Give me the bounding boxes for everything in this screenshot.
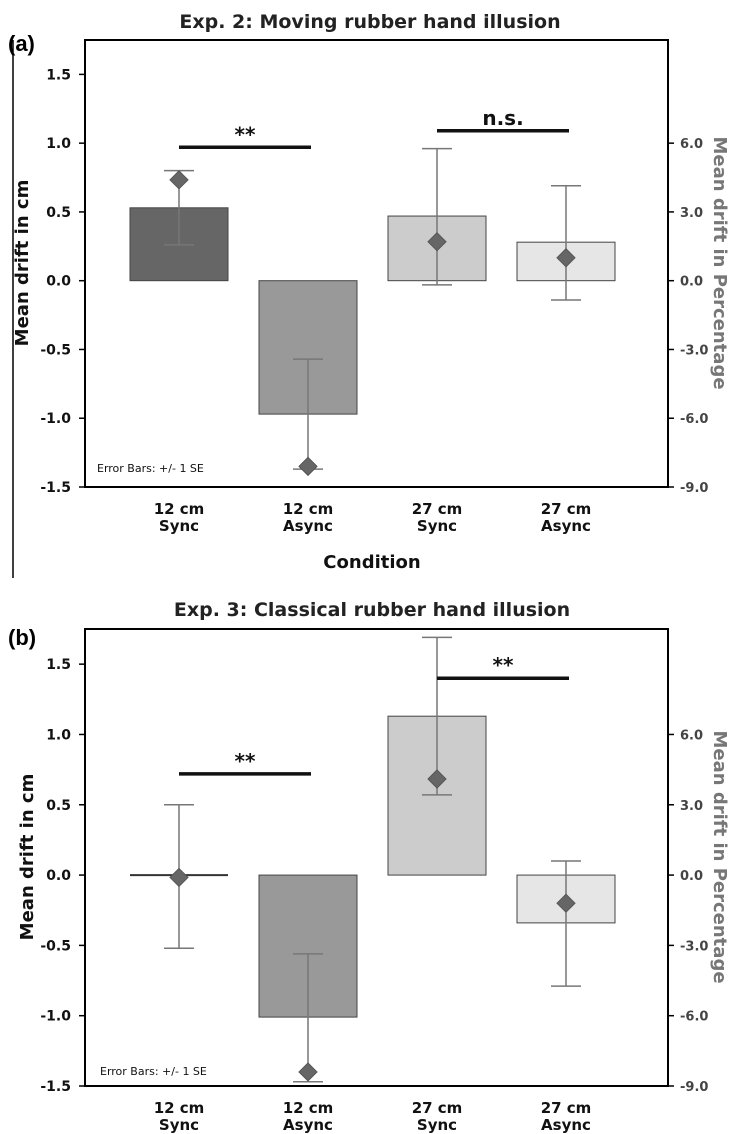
panel-a-error-bar-note: Error Bars: +/- 1 SE (97, 462, 204, 475)
percentage-marker (298, 456, 318, 477)
x-tick-label: 12 cm (283, 500, 334, 518)
y-tick-label: -1.5 (40, 480, 71, 496)
y2-tick-label: -6.0 (680, 1010, 708, 1025)
panel-a-title: Exp. 2: Moving rubber hand illusion (179, 11, 560, 33)
percentage-marker (427, 769, 447, 789)
y2-tick-label: 3.0 (680, 799, 703, 814)
y2-tick-label: -6.0 (680, 412, 708, 427)
x-tick-label: Sync (159, 1116, 199, 1134)
panel-b-marks: -1.5 -1.0 -0.5 0.0 0.5 1.0 1.5 -9.0 -6.0 -3.0 0.0 3… (40, 636, 708, 1134)
panel-b-title: Exp. 3: Classical rubber hand illusion (174, 599, 570, 621)
y-tick-label: -1.0 (40, 1009, 71, 1025)
x-tick-label: Async (283, 517, 333, 535)
significance-label: n.s. (482, 106, 523, 130)
panel-b: (b) Exp. 3: Classical rubber hand illusi… (8, 599, 730, 1134)
y-tick-label: 1.5 (46, 67, 71, 83)
panel-a-label: (a) (8, 31, 35, 56)
significance-label: ** (235, 122, 256, 146)
significance-label: ** (235, 749, 256, 773)
x-tick-label: 12 cm (283, 1099, 334, 1117)
y-tick-label: 0.0 (46, 274, 71, 290)
percentage-marker (169, 867, 189, 888)
x-tick-label: Async (283, 1116, 333, 1134)
y2-tick-label: -3.0 (680, 939, 708, 954)
y-tick-label: 0.5 (46, 205, 71, 221)
y2-tick-label: -3.0 (680, 343, 708, 358)
y2-tick-label: 3.0 (680, 206, 703, 221)
y2-tick-label: -9.0 (680, 1080, 708, 1095)
y2-tick-label: -9.0 (680, 481, 708, 496)
significance-label: ** (493, 653, 514, 677)
percentage-marker (169, 170, 189, 190)
y-tick-label: 1.0 (46, 136, 71, 152)
x-tick-label: 27 cm (541, 1099, 592, 1117)
panel-b-y-axis-label: Mean drift in cm (17, 774, 38, 941)
panel-b-right-axis-label: Mean drift in Percentage (709, 730, 730, 983)
panel-a-right-axis-label: Mean drift in Percentage (709, 136, 730, 389)
x-tick-label: 27 cm (412, 1099, 463, 1117)
x-tick-label: 12 cm (154, 500, 205, 518)
y-tick-label: 0.5 (46, 798, 71, 814)
x-tick-label: Sync (417, 517, 457, 535)
x-tick-label: 27 cm (412, 500, 463, 518)
y-tick-label: -1.5 (40, 1079, 71, 1095)
y-tick-label: 1.0 (46, 727, 71, 743)
percentage-marker (556, 248, 576, 268)
panel-a-x-axis-label: Condition (323, 552, 420, 573)
panel-a-marks: -1.5 -1.0 -0.5 0.0 0.5 1.0 1.5 -9.0 -6.0 -3.0 0.0 3… (40, 67, 708, 535)
y-tick-label: -1.0 (40, 411, 71, 427)
panel-a: (a) Exp. 2: Moving rubber hand illusion … (8, 11, 730, 578)
y-tick-label: -0.5 (40, 342, 71, 358)
panel-b-error-bar-note: Error Bars: +/- 1 SE (100, 1065, 207, 1078)
y-tick-label: 0.0 (46, 868, 71, 884)
y-tick-label: -0.5 (40, 938, 71, 954)
x-tick-label: Sync (159, 517, 199, 535)
y-tick-label: 1.5 (46, 657, 71, 673)
percentage-marker (298, 1062, 318, 1082)
x-tick-label: 27 cm (541, 500, 592, 518)
panel-b-label: (b) (8, 625, 36, 650)
y2-tick-label: 6.0 (680, 728, 703, 743)
y2-tick-label: 0.0 (680, 869, 703, 884)
x-tick-label: Async (541, 517, 591, 535)
percentage-marker (556, 893, 576, 913)
x-tick-label: Async (541, 1116, 591, 1134)
x-tick-label: 12 cm (154, 1099, 205, 1117)
x-tick-label: Sync (417, 1116, 457, 1134)
y2-tick-label: 0.0 (680, 275, 703, 290)
panel-a-y-axis-label: Mean drift in cm (12, 180, 33, 347)
panel-b-plot-frame (84, 628, 669, 1087)
y2-tick-label: 6.0 (680, 137, 703, 152)
panel-a-plot-frame (84, 39, 669, 488)
percentage-marker (427, 232, 447, 252)
